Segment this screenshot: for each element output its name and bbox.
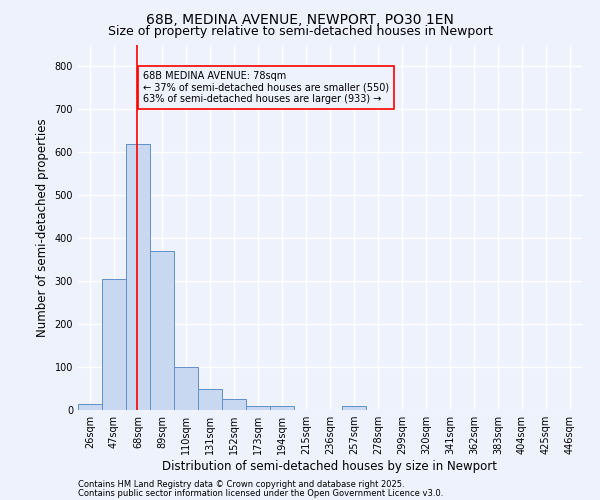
X-axis label: Distribution of semi-detached houses by size in Newport: Distribution of semi-detached houses by …	[163, 460, 497, 473]
Text: 68B, MEDINA AVENUE, NEWPORT, PO30 1EN: 68B, MEDINA AVENUE, NEWPORT, PO30 1EN	[146, 12, 454, 26]
Text: Contains public sector information licensed under the Open Government Licence v3: Contains public sector information licen…	[78, 488, 443, 498]
Text: Contains HM Land Registry data © Crown copyright and database right 2025.: Contains HM Land Registry data © Crown c…	[78, 480, 404, 489]
Y-axis label: Number of semi-detached properties: Number of semi-detached properties	[36, 118, 49, 337]
Bar	[342, 406, 366, 410]
Bar	[174, 367, 198, 410]
Bar	[126, 144, 150, 410]
Bar	[150, 251, 174, 410]
Bar	[78, 404, 102, 410]
Text: 68B MEDINA AVENUE: 78sqm
← 37% of semi-detached houses are smaller (550)
63% of : 68B MEDINA AVENUE: 78sqm ← 37% of semi-d…	[143, 71, 389, 104]
Bar	[102, 279, 126, 410]
Text: Size of property relative to semi-detached houses in Newport: Size of property relative to semi-detach…	[107, 25, 493, 38]
Bar	[270, 406, 294, 410]
Bar	[222, 400, 246, 410]
Bar	[198, 388, 222, 410]
Bar	[246, 406, 270, 410]
